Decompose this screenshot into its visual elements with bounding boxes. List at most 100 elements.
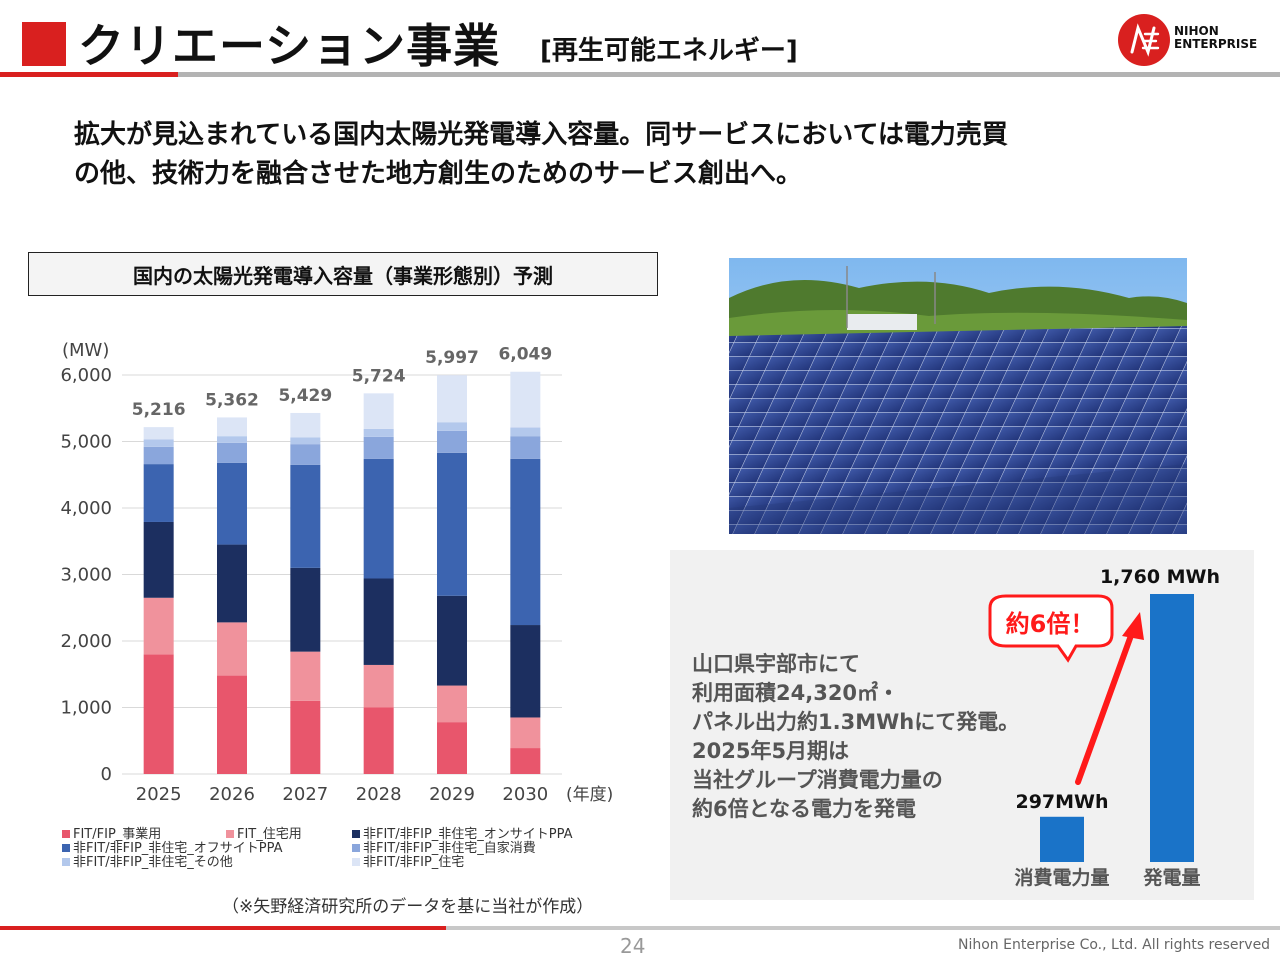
y-tick-label: 4,000 (60, 498, 112, 519)
legend-label: FIT/FIP_事業用 (73, 827, 162, 842)
page-title: クリエーション事業 (78, 19, 501, 73)
panel-line: 利用面積24,320㎡・ (692, 681, 900, 705)
solar-capacity-chart: 0 1,000 2,000 3,000 4,000 5,000 6,000 (MW) 5,216… (60, 340, 613, 805)
y-tick-label: 1,000 (60, 698, 112, 719)
panel-line: パネル出力約1.3MWhにて発電。 (692, 710, 1020, 734)
total-label: 5,362 (205, 390, 259, 410)
legend-item: 非FIT/非FIP_非住宅_その他 (62, 856, 233, 870)
bar-segment (217, 462, 247, 545)
legend-swatch (352, 858, 360, 866)
generation-comparison-chart: 297MWh 消費電力量 1,760 MWh 発電量 約6倍！ (988, 566, 1220, 889)
panel-line: 2025年5月期は (692, 739, 850, 763)
legend-item: FIT_住宅用 (226, 828, 302, 842)
y-tick-label: 6,000 (60, 365, 112, 386)
bar-segment (363, 578, 394, 665)
bar-segment (290, 651, 321, 701)
lead-line-2: の他、技術力を融合させた地方創生のためのサービス創出へ。 (74, 159, 803, 189)
arrow-head-icon (1122, 612, 1144, 640)
bar-segment (217, 622, 247, 676)
category-label: 消費電力量 (1014, 866, 1109, 889)
bar-segment (363, 458, 394, 579)
bar-segment (510, 625, 541, 718)
value-bar (1150, 594, 1194, 862)
bar-segment (143, 654, 174, 774)
page-subtitle: [再生可能エネルギー] (540, 36, 798, 66)
total-label: 5,216 (132, 400, 186, 420)
header-rule-accent (0, 72, 178, 77)
bar-segment (510, 436, 541, 459)
logo-line-2: ENTERPRISE (1174, 37, 1258, 51)
x-tick-label: 2025 (136, 784, 182, 805)
bar-segment (143, 446, 174, 465)
legend-swatch (62, 844, 70, 852)
category-label: 発電量 (1142, 866, 1200, 889)
x-axis-label: (年度) (566, 785, 613, 805)
source-note: （※矢野経済研究所のデータを基に当社が作成） (222, 897, 594, 917)
lead-line-1: 拡大が見込まれている国内太陽光発電導入容量。同サービスにおいては電力売買 (74, 120, 1008, 150)
x-tick-label: 2026 (209, 784, 255, 805)
panel-description: 山口県宇部市にて 利用面積24,320㎡・ パネル出力約1.3MWhにて発電。 … (692, 650, 1019, 824)
legend-swatch (62, 830, 70, 838)
bar-segment (363, 428, 394, 437)
copyright: Nihon Enterprise Co., Ltd. All rights re… (958, 937, 1271, 953)
bar-segment (290, 567, 321, 652)
legend-item: FIT/FIP_事業用 (62, 828, 161, 842)
legend-label: 非FIT/非FIP_非住宅_オフサイトPPA (73, 841, 283, 856)
bar-segment (363, 664, 394, 708)
bar-segment (290, 437, 321, 445)
bar-segment (437, 430, 467, 453)
bar-segment (217, 675, 247, 774)
panel-line: 当社グループ消費電力量の (692, 768, 943, 792)
page-number: 24 (620, 934, 646, 958)
bar-segment (217, 544, 247, 623)
solar-farm-photo (729, 258, 1187, 534)
bar-segment (510, 748, 541, 774)
legend-item: 非FIT/非FIP_非住宅_オフサイトPPA (62, 842, 283, 856)
legend-swatch (62, 858, 70, 866)
bar-segment (290, 444, 321, 465)
legend-item: 非FIT/非FIP_非住宅_自家消費 (352, 842, 536, 856)
lead-statement: 拡大が見込まれている国内太陽光発電導入容量。同サービスにおいては電力売買 の他、… (74, 116, 1008, 194)
legend-swatch (352, 844, 360, 852)
bar-segment (290, 700, 321, 774)
bar-segment (143, 597, 174, 655)
bar-segment (143, 521, 174, 598)
y-tick-label: 0 (101, 764, 112, 785)
x-tick-label: 2028 (356, 784, 402, 805)
legend-label: 非FIT/非FIP_住宅 (363, 855, 465, 870)
bar-segment (143, 427, 174, 440)
value-label: 297MWh (1015, 791, 1108, 813)
bar-segment (437, 595, 467, 686)
y-tick-label: 2,000 (60, 631, 112, 652)
legend-label: 非FIT/非FIP_非住宅_オンサイトPPA (363, 827, 573, 842)
bar-segment (217, 436, 247, 443)
legend-swatch (352, 830, 360, 838)
x-tick-label: 2030 (502, 784, 548, 805)
logo-line-1: NIHON (1174, 24, 1219, 38)
legend-label: FIT_住宅用 (237, 827, 302, 842)
bar-segment (437, 685, 467, 723)
total-label: 6,049 (498, 345, 552, 365)
footer-rule-accent (0, 926, 446, 930)
callout-text: 約6倍！ (1006, 610, 1095, 638)
bar-segment (363, 707, 394, 774)
total-label: 5,724 (352, 366, 406, 386)
value-label: 1,760 MWh (1100, 566, 1220, 588)
x-tick-label: 2029 (429, 784, 475, 805)
legend-swatch (226, 830, 234, 838)
legend-label: 非FIT/非FIP_非住宅_自家消費 (363, 841, 536, 856)
y-tick-label: 3,000 (60, 565, 112, 586)
callout-bubble (988, 594, 1114, 663)
bar-segment (217, 442, 247, 463)
header-rule (0, 72, 1280, 77)
bar-segment (437, 452, 467, 596)
panel-line: 約6倍となる電力を発電 (692, 797, 916, 821)
bar-segment (510, 371, 541, 428)
panel-line: 山口県宇部市にて (692, 652, 860, 676)
growth-arrow-icon (1075, 627, 1136, 785)
bar-segment (510, 717, 541, 749)
legend-label: 非FIT/非FIP_非住宅_その他 (73, 855, 233, 870)
bar-segment (510, 458, 541, 626)
bar-segment (437, 375, 467, 423)
footer-rule (0, 926, 1280, 930)
